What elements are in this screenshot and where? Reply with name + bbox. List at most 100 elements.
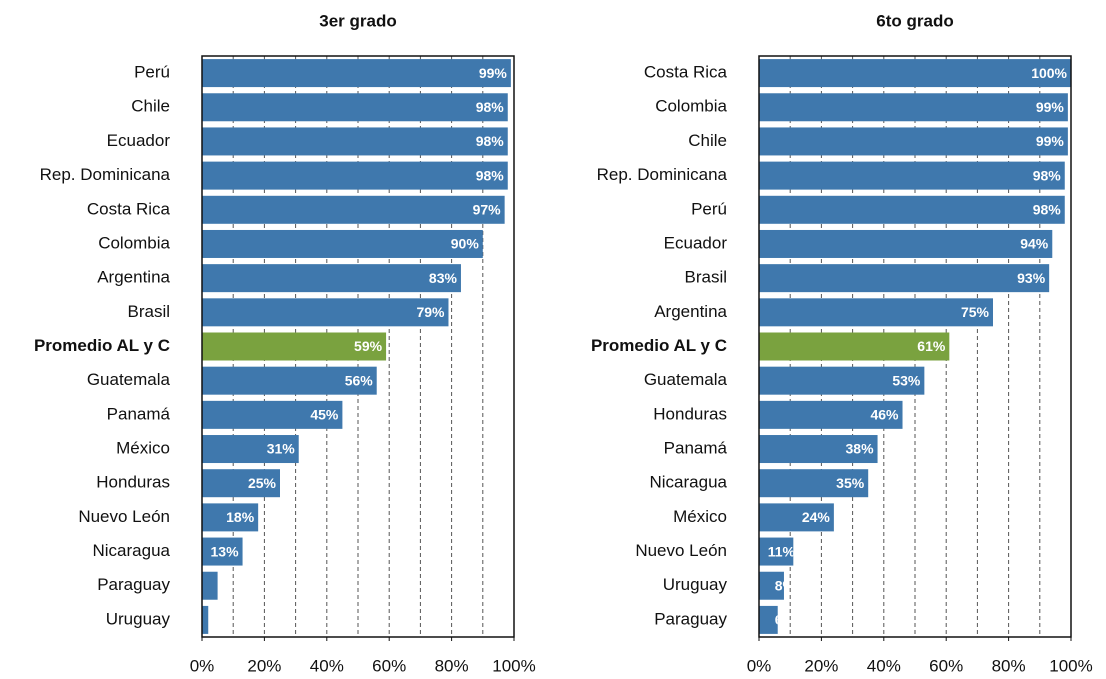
bar bbox=[759, 435, 878, 464]
category-label: Paraguay bbox=[97, 575, 170, 594]
bar bbox=[202, 503, 259, 532]
category-label: Honduras bbox=[653, 404, 727, 423]
category-label: Promedio AL y C bbox=[34, 336, 170, 355]
category-label: Brasil bbox=[127, 302, 170, 321]
value-label: 83% bbox=[429, 270, 458, 286]
value-label: 98% bbox=[476, 99, 505, 115]
category-label: Argentina bbox=[654, 302, 727, 321]
plot-frame bbox=[201, 55, 515, 638]
bar bbox=[202, 400, 343, 429]
category-label: Nuevo León bbox=[78, 507, 170, 526]
value-label: 35% bbox=[836, 475, 865, 491]
bar bbox=[759, 59, 1071, 88]
bar bbox=[202, 537, 243, 566]
x-tick-label: 80% bbox=[992, 656, 1026, 675]
category-label: Rep. Dominicana bbox=[40, 165, 171, 184]
value-label: 98% bbox=[1033, 201, 1062, 217]
value-label: 6% bbox=[775, 612, 796, 628]
value-label: 99% bbox=[1036, 133, 1065, 149]
bar bbox=[202, 332, 387, 361]
value-label: 99% bbox=[479, 65, 508, 81]
category-label: Argentina bbox=[97, 268, 170, 287]
bar bbox=[202, 605, 209, 634]
value-label: 18% bbox=[226, 509, 255, 525]
category-label: Costa Rica bbox=[644, 63, 728, 82]
x-tick-label: 60% bbox=[372, 656, 406, 675]
value-label: 98% bbox=[476, 133, 505, 149]
value-label: 38% bbox=[846, 441, 875, 457]
bar bbox=[759, 93, 1068, 122]
x-tick-label: 20% bbox=[804, 656, 838, 675]
category-label: Chile bbox=[688, 131, 727, 150]
bar bbox=[202, 469, 280, 498]
chart-title: 6to grado bbox=[876, 11, 953, 30]
category-label: Panamá bbox=[664, 439, 728, 458]
plot-frame bbox=[758, 55, 1072, 638]
category-label: Ecuador bbox=[664, 233, 728, 252]
category-label: Uruguay bbox=[106, 609, 171, 628]
bar bbox=[202, 298, 449, 327]
bar bbox=[202, 571, 218, 600]
value-label: 53% bbox=[892, 372, 921, 388]
value-label: 94% bbox=[1020, 236, 1049, 252]
category-label: Paraguay bbox=[654, 609, 727, 628]
value-label: 8% bbox=[775, 577, 796, 593]
category-label: Nicaragua bbox=[93, 541, 171, 560]
value-label: 93% bbox=[1017, 270, 1046, 286]
category-label: Honduras bbox=[96, 473, 170, 492]
chart-title: 3er grado bbox=[319, 11, 396, 30]
bar bbox=[202, 127, 508, 156]
category-label: México bbox=[673, 507, 727, 526]
value-label: 45% bbox=[310, 407, 339, 423]
category-label: Promedio AL y C bbox=[591, 336, 727, 355]
bar bbox=[759, 127, 1068, 156]
x-tick-label: 20% bbox=[247, 656, 281, 675]
value-label: 59% bbox=[354, 338, 383, 354]
bar bbox=[759, 195, 1065, 224]
value-label: 75% bbox=[961, 304, 990, 320]
category-label: Perú bbox=[691, 199, 727, 218]
bar bbox=[202, 229, 483, 258]
value-label: 98% bbox=[476, 167, 505, 183]
x-tick-label: 40% bbox=[867, 656, 901, 675]
bar bbox=[759, 229, 1053, 258]
bar bbox=[759, 161, 1065, 190]
bar bbox=[202, 195, 505, 224]
category-label: Rep. Dominicana bbox=[597, 165, 728, 184]
bar bbox=[759, 605, 778, 634]
value-label: 11% bbox=[768, 543, 796, 559]
category-label: Colombia bbox=[98, 233, 170, 252]
bar bbox=[759, 332, 950, 361]
bar bbox=[759, 400, 903, 429]
category-label: Guatemala bbox=[87, 370, 171, 389]
x-tick-label: 0% bbox=[747, 656, 772, 675]
bar bbox=[759, 537, 794, 566]
bar bbox=[202, 59, 511, 88]
value-label: 99% bbox=[1036, 99, 1065, 115]
value-label: 90% bbox=[451, 236, 480, 252]
category-label: Perú bbox=[134, 63, 170, 82]
value-label: 25% bbox=[248, 475, 277, 491]
value-label: 97% bbox=[473, 201, 502, 217]
category-label: Guatemala bbox=[644, 370, 728, 389]
category-label: Nuevo León bbox=[635, 541, 727, 560]
value-label: 79% bbox=[416, 304, 445, 320]
x-tick-label: 0% bbox=[190, 656, 215, 675]
bar bbox=[759, 503, 834, 532]
category-label: Panamá bbox=[107, 404, 171, 423]
bar bbox=[202, 93, 508, 122]
x-tick-label: 80% bbox=[435, 656, 469, 675]
value-label: 98% bbox=[1033, 167, 1062, 183]
category-label: Chile bbox=[131, 97, 170, 116]
value-label: 24% bbox=[802, 509, 831, 525]
category-label: Ecuador bbox=[107, 131, 171, 150]
x-tick-label: 60% bbox=[929, 656, 963, 675]
bar bbox=[759, 469, 869, 498]
x-tick-label: 40% bbox=[310, 656, 344, 675]
x-tick-label: 100% bbox=[1049, 656, 1092, 675]
value-label: 100% bbox=[1031, 65, 1067, 81]
value-label: 61% bbox=[917, 338, 946, 354]
category-label: Costa Rica bbox=[87, 199, 171, 218]
x-tick-label: 100% bbox=[492, 656, 535, 675]
